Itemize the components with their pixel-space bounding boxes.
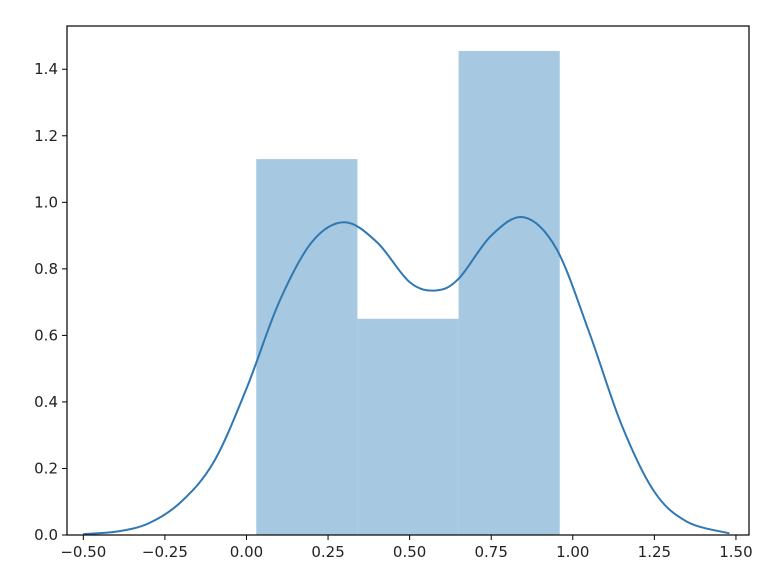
histogram-bars <box>256 50 560 535</box>
y-tick-label: 1.0 <box>34 193 58 211</box>
x-tick-label: 1.25 <box>638 543 671 561</box>
x-tick-label: 0.25 <box>311 543 344 561</box>
histogram-bar <box>256 159 358 535</box>
x-tick-label: 1.50 <box>719 543 752 561</box>
x-axis-ticks: −0.50 −0.25 0.00 0.25 0.50 0.75 1.00 1.25 1.50 <box>60 535 753 561</box>
y-tick-label: 0.6 <box>34 326 58 344</box>
y-tick-label: 0.2 <box>34 459 58 477</box>
x-tick-label: −0.50 <box>60 543 106 561</box>
x-tick-label: 0.75 <box>475 543 508 561</box>
y-tick-label: 0.8 <box>34 260 58 278</box>
y-axis-ticks: 0.0 0.2 0.4 0.6 0.8 1.0 1.2 1.4 <box>34 60 67 544</box>
x-tick-label: 0.00 <box>230 543 263 561</box>
y-tick-label: 0.4 <box>34 393 58 411</box>
x-tick-label: 1.00 <box>556 543 589 561</box>
histogram-bar <box>357 318 459 535</box>
kde-curve <box>83 216 730 535</box>
y-tick-label: 1.2 <box>34 127 58 145</box>
histogram-bar <box>458 50 560 535</box>
x-tick-label: 0.50 <box>393 543 426 561</box>
plot-frame <box>66 25 750 536</box>
x-tick-label: −0.25 <box>142 543 188 561</box>
y-tick-label: 0.0 <box>34 526 58 544</box>
y-tick-label: 1.4 <box>34 60 58 78</box>
